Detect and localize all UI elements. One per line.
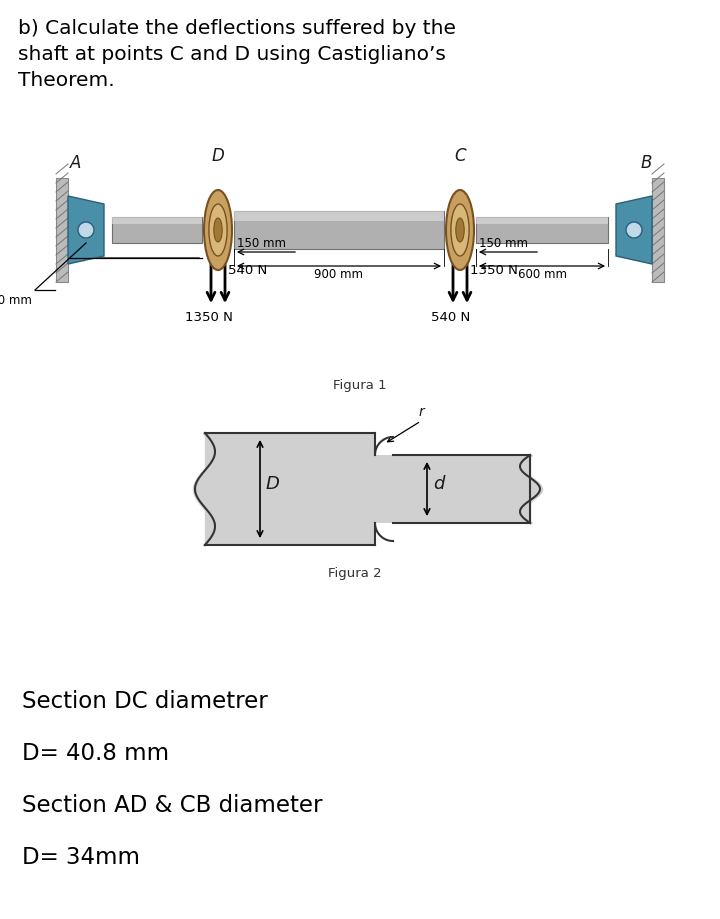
Text: 150 mm: 150 mm [479, 237, 528, 250]
Ellipse shape [446, 190, 474, 270]
Text: D= 34mm: D= 34mm [22, 846, 140, 869]
Ellipse shape [204, 190, 232, 270]
Polygon shape [234, 211, 444, 221]
Text: Figura 1: Figura 1 [333, 379, 387, 392]
Text: 540 N: 540 N [431, 311, 471, 324]
Text: Section AD & CB diameter: Section AD & CB diameter [22, 794, 323, 817]
Polygon shape [68, 196, 104, 264]
Text: 540 N: 540 N [228, 265, 267, 278]
Ellipse shape [78, 222, 94, 238]
Polygon shape [476, 217, 608, 224]
Polygon shape [234, 211, 444, 249]
Polygon shape [205, 433, 375, 545]
Text: D: D [266, 475, 280, 493]
Polygon shape [375, 455, 530, 523]
Ellipse shape [451, 204, 469, 256]
Text: 1350 N: 1350 N [185, 311, 233, 324]
Text: A: A [71, 154, 81, 172]
Text: Figura 2: Figura 2 [328, 567, 382, 580]
Text: B: B [640, 154, 652, 172]
Text: b) Calculate the deflections suffered by the
shaft at points C and D using Casti: b) Calculate the deflections suffered by… [18, 19, 456, 89]
Polygon shape [652, 178, 664, 282]
Text: 150 mm: 150 mm [237, 237, 286, 250]
Polygon shape [616, 196, 652, 264]
Text: 1350 N: 1350 N [470, 265, 518, 278]
Text: D: D [212, 147, 225, 165]
Text: r: r [418, 405, 424, 419]
Polygon shape [476, 217, 608, 243]
Ellipse shape [626, 222, 642, 238]
Polygon shape [112, 217, 202, 243]
Text: C: C [454, 147, 466, 165]
Polygon shape [112, 217, 202, 224]
Ellipse shape [209, 204, 227, 256]
Ellipse shape [214, 218, 222, 242]
Polygon shape [56, 178, 68, 282]
Text: 600 mm: 600 mm [518, 268, 567, 281]
Text: Section DC diametrer: Section DC diametrer [22, 690, 268, 713]
Ellipse shape [456, 218, 464, 242]
Text: 300 mm: 300 mm [0, 294, 32, 307]
Text: 900 mm: 900 mm [315, 268, 364, 281]
Text: d: d [433, 475, 444, 493]
Text: D= 40.8 mm: D= 40.8 mm [22, 742, 169, 765]
